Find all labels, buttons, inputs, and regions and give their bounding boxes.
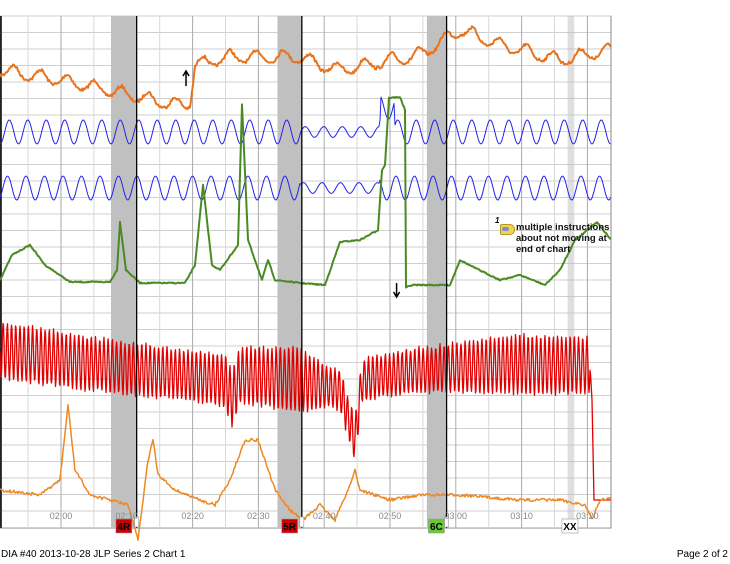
- electrodermal-trace: [0, 96, 612, 289]
- upper-respiration-trace: [0, 25, 612, 110]
- answer-lines: [134, 16, 612, 528]
- time-tick-label: 02:30: [247, 511, 270, 521]
- question-band-XX: [567, 16, 575, 528]
- time-tick-label: 02:50: [379, 511, 402, 521]
- chart-grid: [0, 15, 612, 529]
- question-marker-5R: [281, 518, 298, 534]
- activity-sensor-trace: [0, 404, 612, 541]
- question-marker-label: 6C: [430, 522, 443, 533]
- question-marker-XX: [561, 518, 579, 534]
- question-marker-label: 4R: [117, 522, 131, 533]
- answer-line-handle: [299, 516, 305, 528]
- question-marker-6C: [428, 518, 445, 534]
- page-indicator: Page 2 of 2: [676, 549, 728, 560]
- question-markers: 4R 5R 6C XX: [115, 518, 579, 534]
- time-tick-label: 02:00: [50, 511, 73, 521]
- question-bands: [111, 16, 575, 528]
- plot-area: [0, 15, 612, 529]
- traces: [0, 25, 612, 541]
- arrow-up-icon: [182, 69, 190, 86]
- time-axis: 02:00 02:10 02:20 02:30 02:40 02:50 03:00 03:10…: [50, 511, 599, 521]
- annotation-number: 1: [495, 216, 500, 225]
- question-band-5R: [277, 16, 302, 528]
- polygraph-chart: 02:00 02:10 02:20 02:30 02:40 02:50 03:00 03:10…: [0, 15, 612, 541]
- time-tick-label: 03:20: [576, 511, 599, 521]
- cardio-trace: [0, 322, 612, 501]
- arrows: [182, 69, 401, 299]
- time-tick-label: 02:40: [313, 511, 336, 521]
- arrow-down-icon: [392, 283, 401, 299]
- question-marker-label: XX: [563, 522, 577, 533]
- question-band-6C: [426, 16, 446, 528]
- lower-respiration-1-trace: [0, 96, 611, 145]
- time-tick-label: 02:10: [116, 511, 139, 521]
- time-tick-label: 02:20: [181, 511, 204, 521]
- time-tick-label: 03:10: [510, 511, 533, 521]
- question-marker-4R: [115, 518, 133, 534]
- annotation-text: multiple instructions about not moving a…: [516, 222, 610, 255]
- answer-line-handle: [134, 516, 139, 528]
- chart-title: DIA #40 2013-10-28 JLP Series 2 Chart 1: [1, 549, 186, 560]
- time-tick-label: 03:00: [445, 511, 468, 521]
- question-marker-label: 5R: [283, 522, 297, 533]
- note-icon[interactable]: [500, 224, 515, 235]
- lower-respiration-2-trace: [0, 175, 612, 201]
